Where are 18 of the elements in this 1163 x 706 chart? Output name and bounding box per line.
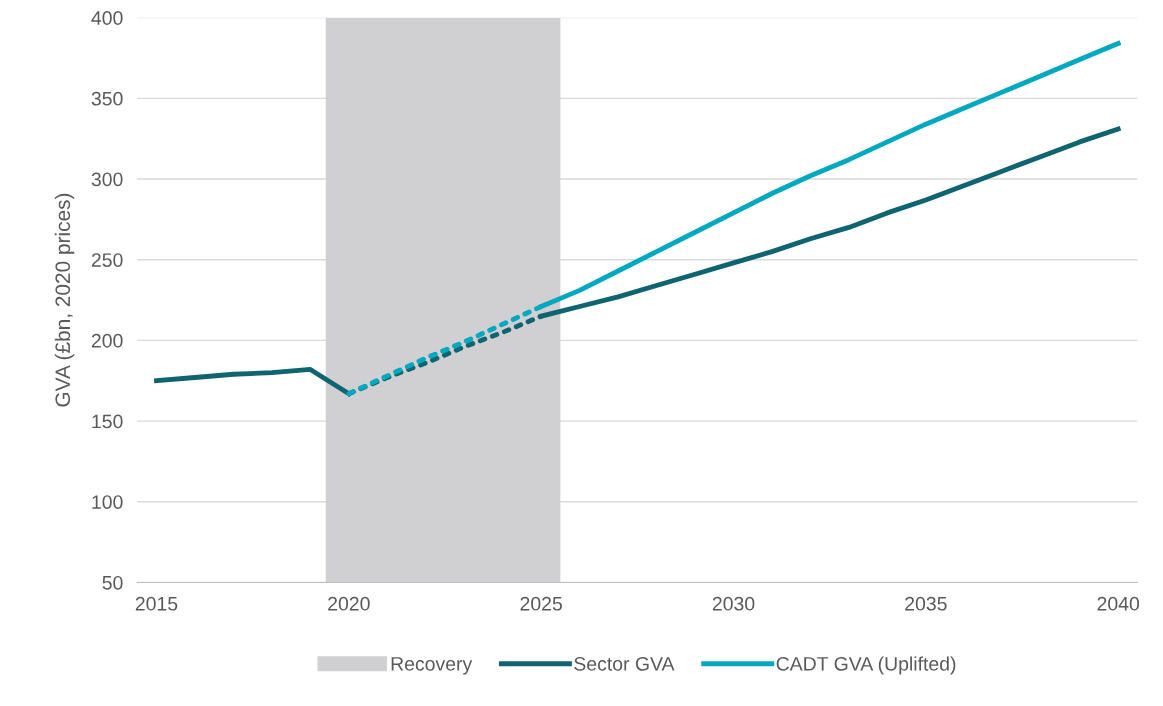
x-tick-label: 2020 [328, 596, 370, 611]
x-tick-label: 2035 [905, 596, 947, 611]
legend-label: Recovery [391, 657, 473, 675]
x-tick-label: 2040 [1097, 596, 1140, 611]
y-tick-label: 50 [102, 575, 123, 590]
y-tick-label: 350 [91, 91, 123, 106]
y-tick-label: 300 [91, 172, 123, 187]
legend-label: Sector GVA [574, 656, 675, 671]
legend-label: CADT GVA (Uplifted) [776, 656, 956, 675]
x-tick-label: 2015 [135, 596, 178, 611]
y-tick-label: 150 [92, 414, 123, 429]
x-tick-label: 2025 [520, 596, 562, 611]
x-tick-label: 2030 [712, 596, 755, 611]
y-tick-label: 400 [91, 11, 123, 25]
y-axis-title: GVA (£bn, 2020 prices) [54, 193, 75, 407]
y-tick-label: 100 [92, 495, 123, 509]
y-tick-label: 250 [91, 253, 123, 267]
y-tick-label: 200 [91, 333, 123, 348]
